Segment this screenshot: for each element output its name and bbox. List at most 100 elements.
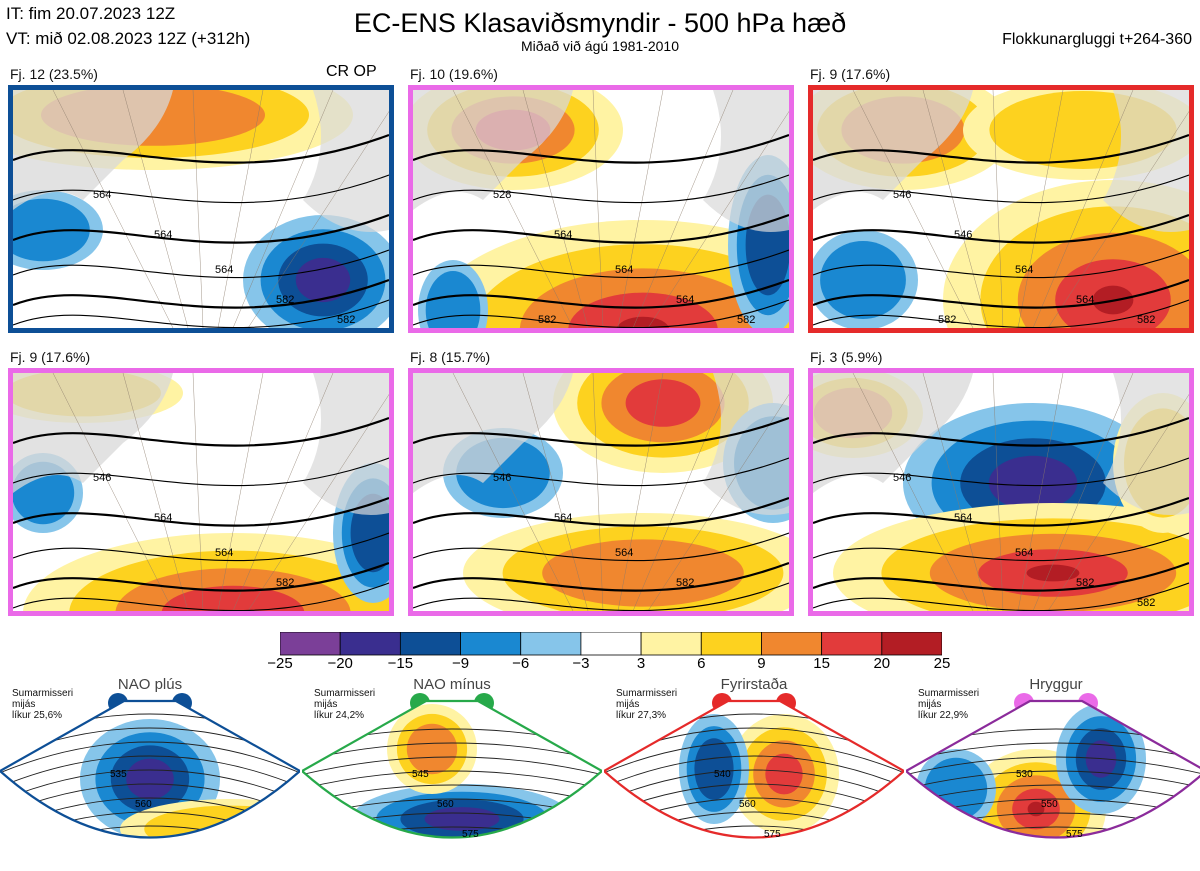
regime-season-text: Sumarmisseri mijás líkur 27,3% [616,688,677,721]
colorbar-tick-label: 6 [697,655,706,672]
contour-label: 564 [154,512,172,524]
geopotential-contour [413,416,789,447]
colorbar-tick-label: 3 [636,655,646,672]
regime-title: Fyrirstaða [720,676,788,693]
season-line: Sumarmisseri [12,688,74,699]
geopotential-contour [813,249,1189,279]
meridian-line [1017,90,1064,328]
meridian-line [647,111,789,328]
regime-contour [302,841,602,861]
cluster-map-panel: 564 564 564 582 582 [8,85,394,333]
geopotential-contour [813,457,1189,487]
contour-label: 564 [615,264,633,276]
geopotential-contour [413,299,789,328]
geopotential-contour [13,532,389,562]
regime-contour-label: 575 [462,829,479,840]
meridian-line [192,90,204,328]
geopotential-contour [13,299,389,328]
meridian-line [452,373,574,611]
regime-title: NAO plús [117,676,183,693]
contour-label: 546 [493,472,511,484]
regime-contour-label: 550 [1041,799,1058,810]
regime-title: Hryggur [1029,676,1083,693]
contour-label: 564 [215,547,233,559]
regime-contour-label: 560 [135,799,152,810]
valid-time: VT: mið 02.08.2023 12Z (+312h) [6,29,251,48]
colorbar-tick-label: −25 [267,655,293,672]
meridian-line [1047,111,1189,328]
regime-season-text: Sumarmisseri mijás líkur 25,6% [12,688,73,721]
regime-contour [0,741,300,778]
scandinavia-landmass [1103,373,1189,515]
meridian-line [922,90,989,328]
cluster-label: Fj. 9 (17.6%) [810,66,891,82]
cluster-0-anomaly-2-level-3 [295,257,351,303]
geopotential-contour [13,278,389,309]
colorbar-tick-label: −15 [387,655,414,672]
cluster-map: 564 564 564 582 582 [13,90,389,328]
contour-label: 564 [1076,294,1094,306]
regime-frame [302,699,602,839]
geopotential-contour [413,213,789,244]
colorbar-swatch [460,631,522,656]
contour-label: 582 [538,314,556,326]
meridian-line [52,90,174,328]
geopotential-contour [813,561,1189,592]
scandinavia-landmass [703,373,789,515]
operational-run-tag: CR OP [326,63,377,80]
regime-2-anomaly-0-level-3 [765,753,803,795]
meridian-line [247,394,389,611]
regime-frame [906,699,1200,839]
contour-label: 582 [337,314,355,326]
colorbar-tick-label: 25 [933,655,951,672]
scandinavia-landmass [1103,90,1189,232]
meridian-line [192,373,204,611]
season-line: líkur 27,3% [616,710,667,721]
cluster-map: 528 564 564 564 582 582 [413,90,789,328]
geopotential-contour [813,213,1189,244]
regime-contour-label: 560 [739,799,756,810]
cluster-map-panel: 546 564 564 582 582 [808,368,1194,616]
page-title: EC-ENS Klasaviðsmyndir - 500 hPa hæð [353,8,847,38]
regime-contour-label: 535 [110,769,127,780]
contour-label: 528 [493,189,511,201]
geopotential-contour [13,416,389,447]
colorbar-swatch [821,631,883,656]
colorbar-tick-label: −9 [451,655,470,672]
cluster-map: 546 564 564 582 [413,373,789,611]
regime-map: 535 560 [0,699,300,839]
colorbar-swatch [339,631,401,656]
meridian-line [1017,373,1064,611]
geopotential-contour [813,496,1189,527]
meridian-line [522,373,589,611]
regime-2-anomaly-1-level-2 [694,738,734,800]
contour-label: 564 [1015,264,1033,276]
meridian-line [217,373,264,611]
geopotential-contour [413,174,789,204]
meridian-line [592,90,604,328]
meridian-line [992,373,1004,611]
contour-label: 546 [93,472,111,484]
meridian-line [452,90,574,328]
cluster-label: Fj. 12 (23.5%) [10,66,98,82]
cluster-3-anomaly-0-level-3 [161,585,305,611]
meridian-line [247,111,389,328]
regime-contour [604,755,904,792]
season-line: mijás [12,699,36,710]
regime-frame [604,699,904,839]
regime-contour [0,825,300,838]
contour-label: 582 [276,577,294,589]
colorbar-swatch [700,631,762,656]
contour-label: 582 [1137,597,1155,609]
regime-frame [0,699,300,839]
colorbar-swatch [399,631,461,656]
contour-label: 564 [1015,547,1033,559]
cluster-label: Fj. 9 (17.6%) [10,349,91,365]
geopotential-contour [13,213,389,244]
scandinavia-landmass [703,90,789,232]
geopotential-contour [13,133,389,164]
regime-3-anomaly-2-level-1 [924,757,988,821]
colorbar-swatch [580,631,642,656]
contour-label: 546 [893,472,911,484]
scandinavia-landmass [303,90,389,232]
